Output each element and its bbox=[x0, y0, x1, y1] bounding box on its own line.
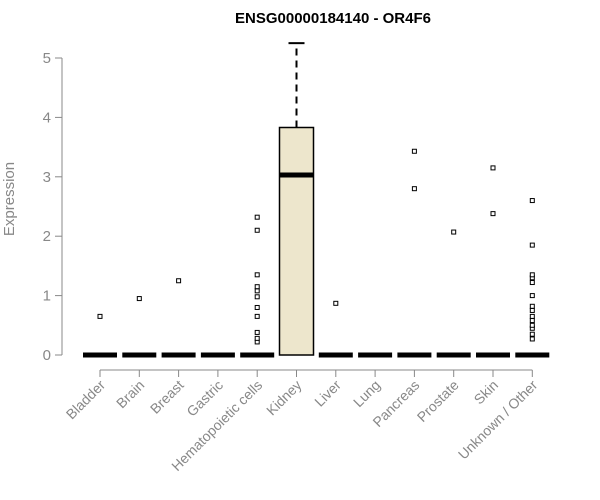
outlier-point bbox=[254, 294, 260, 300]
outlier-point bbox=[529, 293, 535, 299]
outlier-point bbox=[254, 313, 260, 319]
box-skin bbox=[476, 165, 510, 358]
y-axis: 0 1 2 3 4 5 bbox=[43, 50, 63, 364]
box-unknown-other bbox=[515, 198, 550, 358]
outlier-point bbox=[411, 148, 417, 154]
outlier-point bbox=[411, 186, 417, 192]
x-tick-label: Brain bbox=[113, 377, 147, 411]
y-tick-label: 2 bbox=[43, 228, 51, 245]
x-tick-label: Kidney bbox=[263, 377, 305, 419]
y-tick-label: 1 bbox=[43, 288, 51, 305]
outlier-point bbox=[254, 288, 260, 294]
outlier-point bbox=[529, 303, 535, 309]
y-tick-label: 5 bbox=[43, 50, 51, 67]
outlier-point bbox=[529, 313, 535, 319]
y-tick-label: 0 bbox=[43, 347, 51, 364]
x-tick-label: Breast bbox=[147, 377, 187, 417]
y-axis-label: Expression bbox=[1, 162, 18, 236]
outlier-point bbox=[254, 335, 260, 341]
x-tick-label: Bladder bbox=[63, 377, 109, 423]
box-group bbox=[83, 42, 550, 358]
outlier-point bbox=[529, 336, 535, 342]
outlier-point bbox=[529, 331, 535, 337]
box-prostate bbox=[436, 229, 471, 358]
outlier-point bbox=[254, 304, 260, 310]
y-tick-label: 3 bbox=[43, 169, 51, 186]
outlier-point bbox=[529, 322, 535, 328]
y-tick-label: 4 bbox=[43, 109, 51, 126]
outlier-point bbox=[254, 214, 260, 220]
x-tick-label: Liver bbox=[311, 377, 344, 410]
chart-title: ENSG00000184140 - OR4F6 bbox=[235, 10, 431, 27]
box-pancreas bbox=[397, 148, 432, 358]
outlier-point bbox=[490, 211, 496, 217]
outlier-point bbox=[529, 318, 535, 324]
outlier-point bbox=[451, 229, 457, 235]
x-tick-label: Prostate bbox=[414, 377, 462, 425]
box-hematopoietic-cells bbox=[240, 214, 275, 358]
outlier-point bbox=[254, 329, 260, 335]
outlier-point bbox=[529, 307, 535, 313]
outlier-point bbox=[136, 296, 142, 302]
box-brain bbox=[122, 296, 157, 358]
outlier-point bbox=[333, 300, 339, 306]
outlier-point bbox=[529, 242, 535, 248]
outlier-point bbox=[529, 198, 535, 204]
outlier-point bbox=[97, 313, 103, 319]
box-kidney bbox=[278, 42, 315, 356]
outlier-point bbox=[254, 227, 260, 233]
box-liver bbox=[318, 300, 353, 358]
outlier-point bbox=[529, 272, 535, 278]
x-tick-label: Lung bbox=[350, 377, 383, 410]
box-iqr bbox=[278, 126, 315, 356]
x-tick-label: Skin bbox=[471, 377, 502, 408]
box-breast bbox=[161, 278, 196, 358]
box-bladder bbox=[83, 313, 117, 358]
outlier-point bbox=[254, 272, 260, 278]
outlier-point bbox=[529, 280, 535, 286]
outlier-point bbox=[254, 284, 260, 290]
outlier-point bbox=[176, 278, 182, 284]
outlier-point bbox=[490, 165, 496, 171]
